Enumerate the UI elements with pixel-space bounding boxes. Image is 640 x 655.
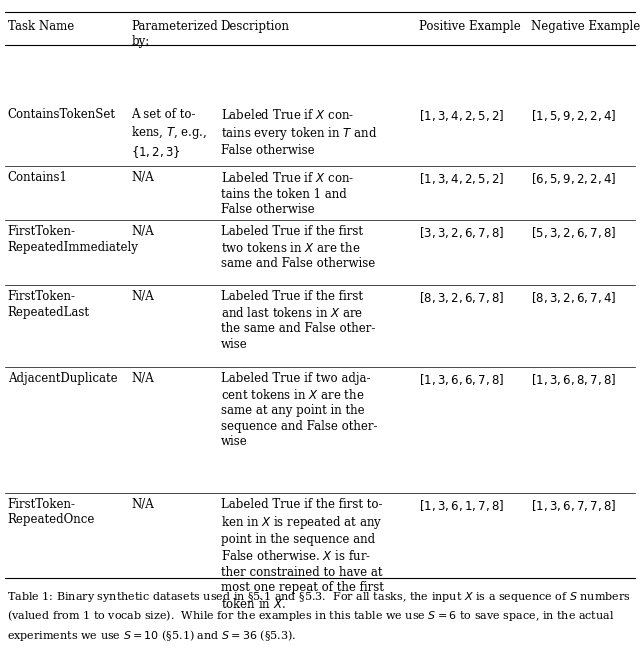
Text: $[6,5,9,2,2,4]$: $[6,5,9,2,2,4]$: [531, 171, 616, 186]
Text: Labeled True if the first
two tokens in $X$ are the
same and False otherwise: Labeled True if the first two tokens in …: [221, 225, 375, 271]
Text: $[8,3,2,6,7,4]$: $[8,3,2,6,7,4]$: [531, 290, 616, 305]
Text: AdjacentDuplicate: AdjacentDuplicate: [8, 372, 117, 385]
Text: N/A: N/A: [131, 290, 154, 303]
Text: Task Name: Task Name: [8, 20, 74, 33]
Text: N/A: N/A: [131, 372, 154, 385]
Text: Parameterized
by:: Parameterized by:: [131, 20, 218, 48]
Text: Labeled True if the first to-
ken in $X$ is repeated at any
point in the sequenc: Labeled True if the first to- ken in $X$…: [221, 498, 383, 611]
Text: Negative Example: Negative Example: [531, 20, 640, 33]
Text: $[1,3,4,2,5,2]$: $[1,3,4,2,5,2]$: [419, 108, 504, 123]
Text: Labeled True if two adja-
cent tokens in $X$ are the
same at any point in the
se: Labeled True if two adja- cent tokens in…: [221, 372, 378, 448]
Text: N/A: N/A: [131, 171, 154, 184]
Text: $[3,3,2,6,7,8]$: $[3,3,2,6,7,8]$: [419, 225, 504, 240]
Text: FirstToken-
RepeatedLast: FirstToken- RepeatedLast: [8, 290, 90, 318]
Text: N/A: N/A: [131, 498, 154, 511]
Text: $[5,3,2,6,7,8]$: $[5,3,2,6,7,8]$: [531, 225, 616, 240]
Text: Positive Example: Positive Example: [419, 20, 521, 33]
Text: Labeled True if the first
and last tokens in $X$ are
the same and False other-
w: Labeled True if the first and last token…: [221, 290, 375, 350]
Text: N/A: N/A: [131, 225, 154, 238]
Text: $[1,3,6,7,7,8]$: $[1,3,6,7,7,8]$: [531, 498, 616, 513]
Text: Labeled True if $X$ con-
tains every token in $T$ and
False otherwise: Labeled True if $X$ con- tains every tok…: [221, 108, 377, 157]
Text: $[1,3,6,1,7,8]$: $[1,3,6,1,7,8]$: [419, 498, 504, 513]
Text: Labeled True if $X$ con-
tains the token 1 and
False otherwise: Labeled True if $X$ con- tains the token…: [221, 171, 354, 216]
Text: A set of to-
kens, $T$, e.g.,
$\{1,2,3\}$: A set of to- kens, $T$, e.g., $\{1,2,3\}…: [131, 108, 207, 160]
Text: $[1,3,6,6,7,8]$: $[1,3,6,6,7,8]$: [419, 372, 504, 387]
Text: FirstToken-
RepeatedImmediately: FirstToken- RepeatedImmediately: [8, 225, 138, 253]
Text: Description: Description: [221, 20, 290, 33]
Text: $[1,5,9,2,2,4]$: $[1,5,9,2,2,4]$: [531, 108, 616, 123]
Text: $[1,3,6,8,7,8]$: $[1,3,6,8,7,8]$: [531, 372, 616, 387]
Text: $[1,3,4,2,5,2]$: $[1,3,4,2,5,2]$: [419, 171, 504, 186]
Text: Table 1: Binary synthetic datasets used in §5.1 and §5.3.  For all tasks, the in: Table 1: Binary synthetic datasets used …: [7, 590, 631, 643]
Text: $[8,3,2,6,7,8]$: $[8,3,2,6,7,8]$: [419, 290, 504, 305]
Text: ContainsTokenSet: ContainsTokenSet: [8, 108, 116, 121]
Text: Contains1: Contains1: [8, 171, 68, 184]
Text: FirstToken-
RepeatedOnce: FirstToken- RepeatedOnce: [8, 498, 95, 527]
